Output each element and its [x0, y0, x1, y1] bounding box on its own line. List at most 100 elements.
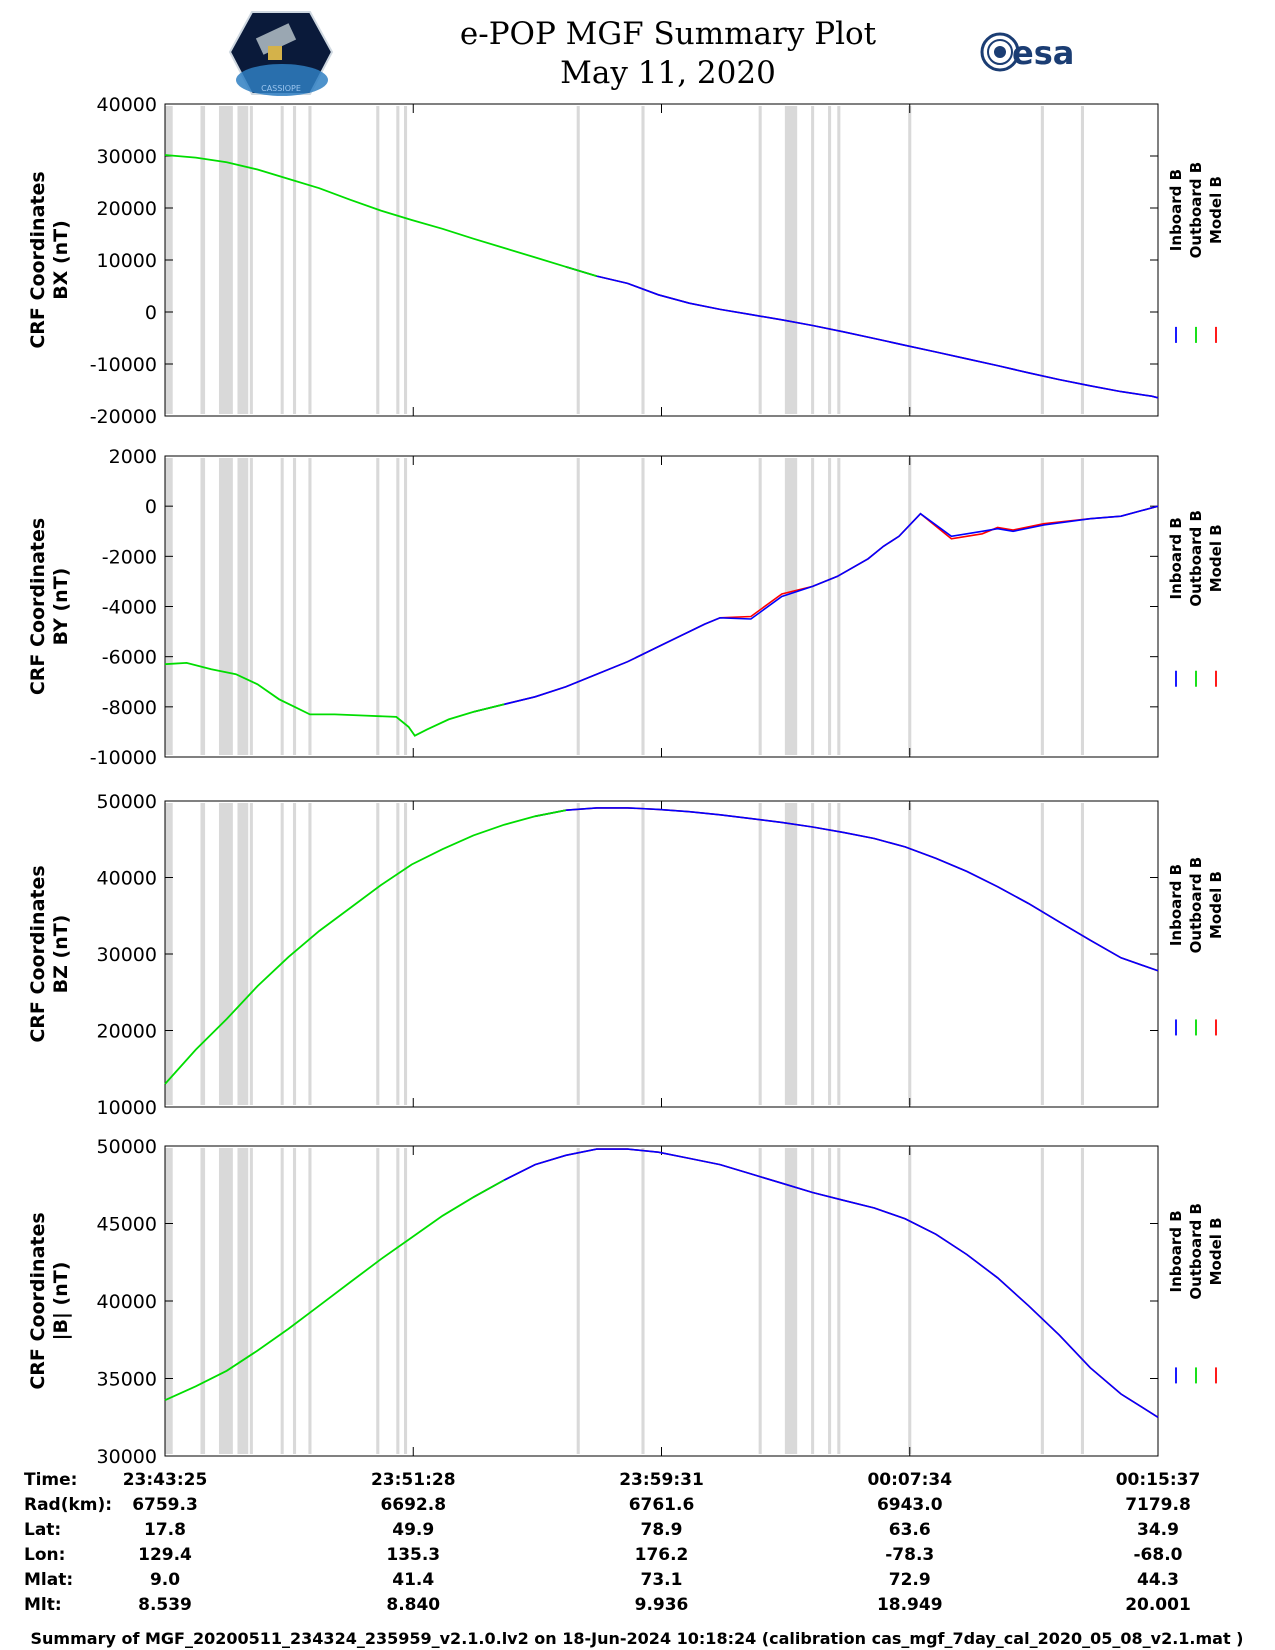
ephemeris-value: -78.3 [885, 1545, 934, 1565]
series-line-inboard [473, 505, 1159, 713]
gap-shade-7 [308, 106, 312, 414]
gap-shade-14 [784, 803, 798, 1105]
gap-shade-14 [784, 1148, 798, 1454]
axes-box [164, 1145, 1159, 1457]
gap-shade-14 [784, 458, 798, 755]
gap-shade-20 [1080, 458, 1084, 755]
ephemeris-value: 129.4 [138, 1545, 192, 1565]
legend: Inboard B Outboard B Model B [1167, 162, 1225, 343]
gap-shade-17 [837, 106, 841, 414]
gap-shade-5 [280, 803, 284, 1105]
gap-shade-3 [237, 106, 249, 414]
y-tick-label: 50000 [97, 791, 157, 813]
legend-label-outboard: Outboard B [1187, 1203, 1205, 1300]
panel-bx: 40000 30000 20000 10000 0 -10000 -20000 CRF Coo… [27, 94, 1225, 428]
gap-shade-5 [280, 1148, 284, 1454]
gap-shade-1 [200, 106, 206, 414]
legend-label-model: Model B [1207, 871, 1225, 939]
y-axis-label-line2: BZ (nT) [50, 915, 72, 994]
y-tick-label: 35000 [97, 1369, 157, 1391]
series-line-model [473, 1148, 1159, 1418]
legend-label-outboard: Outboard B [1187, 162, 1205, 259]
legend-label-model: Model B [1207, 176, 1225, 244]
ephemeris-value: 34.9 [1137, 1520, 1179, 1540]
gap-shade-13 [758, 803, 762, 1105]
gap-shade-13 [758, 1148, 762, 1454]
series-line-model [565, 266, 1159, 399]
ephemeris-value: 00:15:37 [1116, 1470, 1201, 1490]
gap-shade-19 [1040, 458, 1044, 755]
legend: Inboard B Outboard B Model B [1167, 857, 1225, 1036]
gap-shade-10 [403, 106, 408, 414]
gap-shade-19 [1040, 1148, 1044, 1454]
y-tick-label: 10000 [97, 250, 157, 272]
series-line-outboard [164, 154, 597, 277]
cassiope-logo: CASSIOPE [228, 11, 334, 96]
ephemeris-value: 6692.8 [380, 1495, 446, 1515]
legend: Inboard B Outboard B Model B [1167, 1203, 1225, 1384]
y-axis-label-line1: CRF Coordinates [27, 1212, 49, 1389]
gap-shade-11 [576, 803, 580, 1105]
y-tick-label: 30000 [97, 1446, 157, 1468]
figure-title-line2: May 11, 2020 [560, 55, 776, 91]
gap-shade-2 [218, 1148, 233, 1454]
y-axis-label-line2: BY (nT) [50, 568, 72, 646]
gap-shade-5 [280, 458, 284, 755]
series-line-inboard [534, 807, 1159, 972]
series-line-outboard [164, 809, 567, 1085]
esa-logo: esa [980, 32, 1074, 72]
gap-shade-6 [292, 1148, 297, 1454]
gap-shade-18 [908, 458, 912, 755]
ephemeris-label-mlt: Mlt: [24, 1595, 62, 1615]
gap-shade-12 [641, 106, 645, 414]
gap-shade-8 [376, 803, 380, 1105]
gap-shade-14 [784, 106, 798, 414]
ephemeris-value: 8.539 [138, 1595, 192, 1615]
gap-shade-7 [308, 458, 312, 755]
gap-shade-3 [237, 1148, 249, 1454]
ephemeris-value: 20.001 [1125, 1595, 1191, 1615]
gap-shade-10 [403, 458, 408, 755]
y-tick-label: -10000 [90, 747, 157, 769]
y-axis-label-line1: CRF Coordinates [27, 518, 49, 695]
ephemeris-value: 135.3 [386, 1545, 440, 1565]
gap-shade-10 [403, 803, 408, 1105]
legend-label-inboard: Inboard B [1167, 1210, 1185, 1292]
gap-shade-1 [200, 1148, 206, 1454]
y-tick-label: -10000 [90, 354, 157, 376]
cassiope-logo-text: CASSIOPE [261, 84, 301, 93]
gap-shade-2 [218, 803, 233, 1105]
gap-shade-18 [908, 106, 912, 414]
ephemeris-value: 9.936 [635, 1595, 689, 1615]
legend-label-inboard: Inboard B [1167, 517, 1185, 599]
gap-shade-15 [811, 458, 815, 755]
ephemeris-label-lat: Lat: [24, 1520, 61, 1540]
gap-shade-19 [1040, 106, 1044, 414]
y-tick-label: 50000 [97, 1136, 157, 1158]
gap-shade-4 [249, 1148, 253, 1454]
legend: Inboard B Outboard B Model B [1167, 510, 1225, 687]
gap-shade-15 [811, 106, 815, 414]
panel-bz: 50000 40000 30000 20000 10000 CRF Coordinates… [27, 791, 1225, 1119]
y-tick-label: 0 [145, 496, 157, 518]
series-line-model [473, 505, 1159, 713]
gap-shade-20 [1080, 106, 1084, 414]
y-tick-label: -6000 [102, 647, 157, 669]
ephemeris-label-mlat: Mlat: [24, 1570, 73, 1590]
y-tick-label: -4000 [102, 597, 157, 619]
gap-shade-19 [1040, 803, 1044, 1105]
gap-shade-18 [908, 1148, 912, 1454]
ephemeris-label-time: Time: [24, 1470, 77, 1490]
ephemeris-value: 72.9 [889, 1570, 931, 1590]
gap-shade-9 [396, 106, 400, 414]
y-tick-label: -2000 [102, 546, 157, 568]
y-tick-label: 40000 [97, 868, 157, 890]
y-axis-label-line1: CRF Coordinates [27, 171, 49, 348]
y-tick-label: 10000 [97, 1097, 157, 1119]
gap-shade-16 [828, 803, 832, 1105]
legend-label-outboard: Outboard B [1187, 857, 1205, 954]
gap-shade-20 [1080, 803, 1084, 1105]
ephemeris-label-lon: Lon: [24, 1545, 65, 1565]
gap-shade-7 [308, 803, 312, 1105]
